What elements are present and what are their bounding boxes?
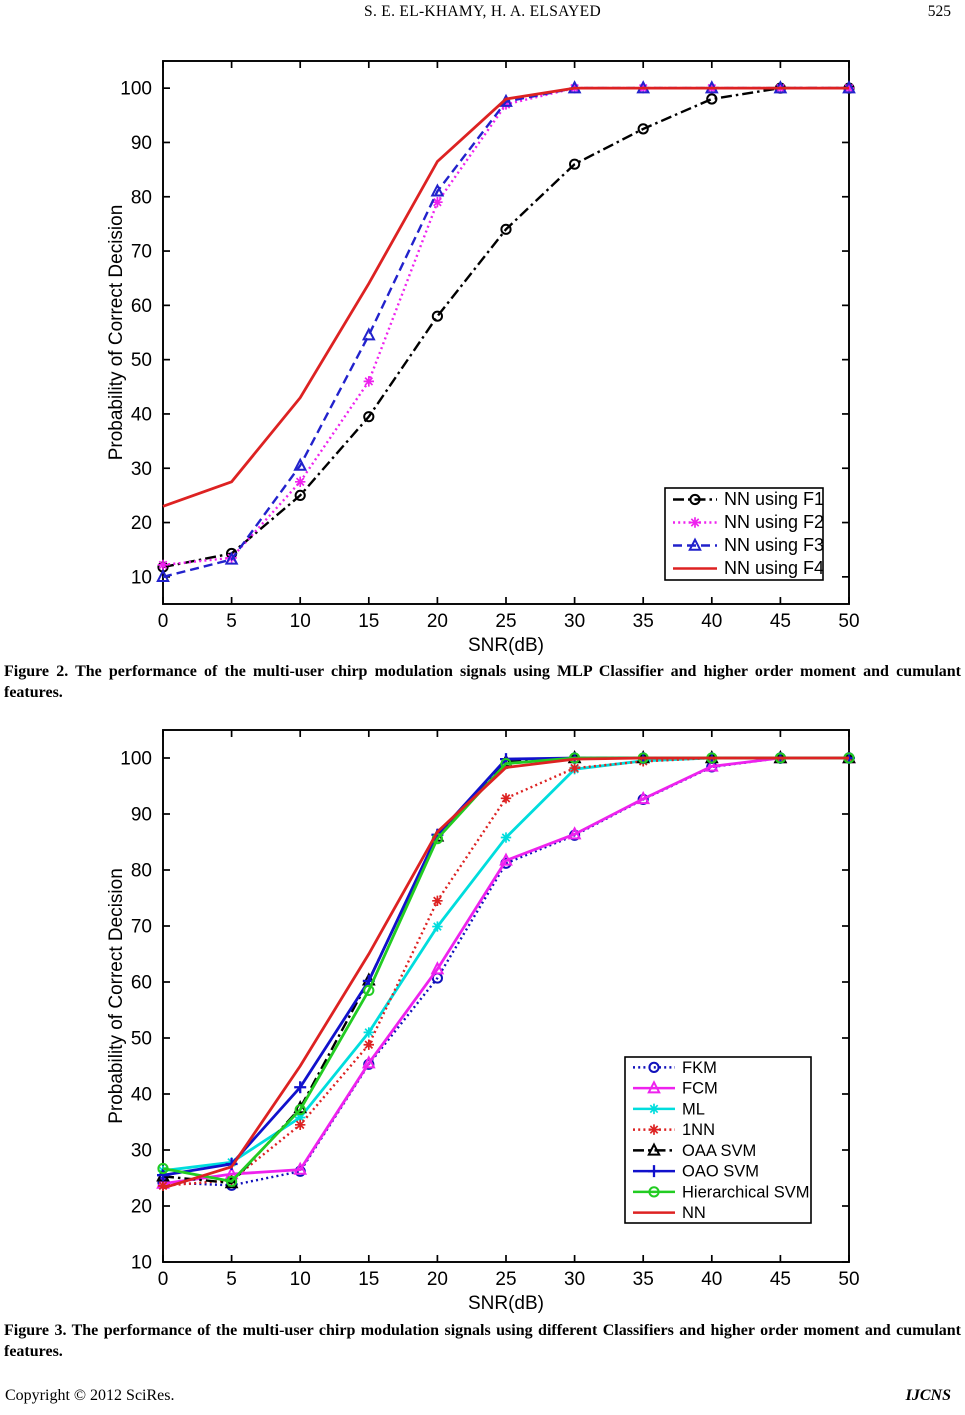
series-nn-using-f4 <box>162 86 849 508</box>
x-tick-label: 30 <box>564 611 585 632</box>
x-tick-label: 50 <box>838 611 859 632</box>
legend-label: FKM <box>682 1059 717 1077</box>
x-tick-label: 0 <box>158 1269 169 1290</box>
x-tick-label: 0 <box>158 611 169 632</box>
x-tick-label: 15 <box>358 611 379 632</box>
footer-copyright: Copyright © 2012 SciRes. <box>5 1387 175 1404</box>
y-tick-label: 50 <box>131 350 152 371</box>
y-tick-label: 90 <box>131 133 152 154</box>
header-authors: S. E. EL-KHAMY, H. A. ELSAYED <box>364 3 601 20</box>
x-tick-label: 20 <box>427 611 448 632</box>
x-tick-label: 5 <box>226 611 237 632</box>
y-tick-label: 70 <box>131 242 152 263</box>
y-tick-label: 80 <box>131 187 152 208</box>
x-tick-label: 35 <box>633 611 654 632</box>
legend-label: NN using F2 <box>724 512 824 532</box>
x-tick-label: 25 <box>495 611 516 632</box>
series-nn <box>162 756 849 1190</box>
x-axis-label: SNR(dB) <box>468 1293 544 1314</box>
y-tick-label: 40 <box>131 404 152 425</box>
y-axis-label: Probability of Correct Decision <box>106 868 127 1124</box>
x-tick-label: 40 <box>701 1269 722 1290</box>
y-tick-label: 20 <box>131 1197 152 1218</box>
legend-label: ML <box>682 1100 705 1118</box>
legend: FKM FCM ML 1NN OAA SVM OAO SVM Hierarchical SV… <box>624 1056 812 1224</box>
footer-journal: IJCNS <box>905 1387 951 1404</box>
y-tick-label: 10 <box>131 567 152 588</box>
legend-label: NN using F1 <box>724 489 824 509</box>
y-tick-label: 30 <box>131 1141 152 1162</box>
figure2-caption: Figure 2. The performance of the multi-u… <box>4 663 961 702</box>
header-page-number: 525 <box>927 3 951 20</box>
x-tick-label: 45 <box>770 611 791 632</box>
y-tick-label: 80 <box>131 861 152 882</box>
y-tick-label: 90 <box>131 805 152 826</box>
y-tick-label: 100 <box>120 79 152 100</box>
figure3-chart: 0 5 10 15 20 25 30 35 40 45 50 10 20 30 40 50 60 70 80 90 10… <box>106 729 860 1314</box>
x-tick-label: 30 <box>564 1269 585 1290</box>
figure3-caption: Figure 3. The performance of the multi-u… <box>4 1322 961 1361</box>
y-tick-label: 100 <box>120 749 152 770</box>
x-tick-label: 10 <box>290 1269 311 1290</box>
y-tick-label: 50 <box>131 1029 152 1050</box>
x-tick-label: 50 <box>838 1269 859 1290</box>
x-tick-label: 5 <box>226 1269 237 1290</box>
y-tick-label: 60 <box>131 296 152 317</box>
legend-label: FCM <box>682 1080 718 1098</box>
legend-label: Hierarchical SVM <box>682 1183 809 1201</box>
x-tick-label: 20 <box>427 1269 448 1290</box>
y-tick-label: 70 <box>131 917 152 938</box>
figure2-chart: 0 5 10 15 20 25 30 35 40 45 50 10 20 30 40 50 60 70 80 90 10… <box>106 60 860 656</box>
x-tick-label: 15 <box>358 1269 379 1290</box>
x-axis-label: SNR(dB) <box>468 635 544 656</box>
y-tick-label: 60 <box>131 973 152 994</box>
legend-label: NN using F4 <box>724 558 824 578</box>
y-axis-label: Probability of Correct Decision <box>106 205 127 461</box>
x-tick-label: 35 <box>633 1269 654 1290</box>
y-tick-label: 20 <box>131 513 152 534</box>
legend-label: 1NN <box>682 1121 715 1139</box>
x-tick-label: 25 <box>495 1269 516 1290</box>
x-tick-label: 45 <box>770 1269 791 1290</box>
y-tick-label: 40 <box>131 1085 152 1106</box>
page-header: S. E. EL-KHAMY, H. A. ELSAYED 525 <box>0 3 965 25</box>
x-tick-label: 10 <box>290 611 311 632</box>
legend-label: NN using F3 <box>724 535 824 555</box>
y-tick-label: 30 <box>131 459 152 480</box>
y-tick-label: 10 <box>131 1253 152 1274</box>
legend-label: NN <box>682 1204 706 1222</box>
x-tick-label: 40 <box>701 611 722 632</box>
legend-label: OAO SVM <box>682 1163 759 1181</box>
legend-label: OAA SVM <box>682 1142 756 1160</box>
legend: NN using F1 NN using F2 NN using F3 NN usin… <box>664 487 824 581</box>
